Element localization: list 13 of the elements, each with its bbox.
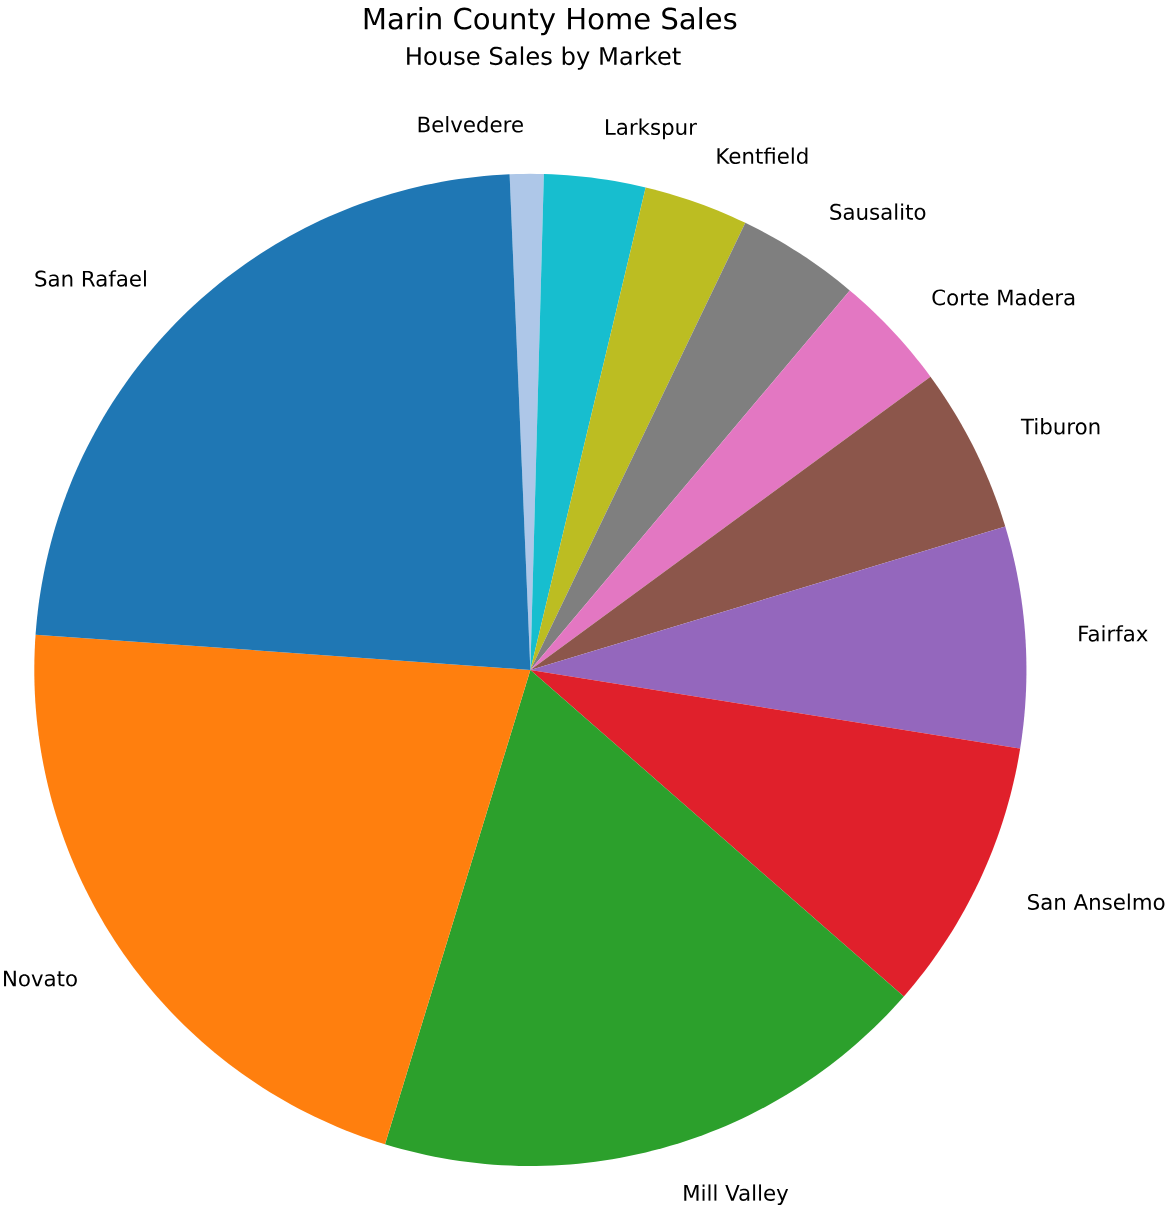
slice-label: San Rafael <box>35 270 147 287</box>
slice-label: Novato <box>4 970 78 987</box>
slice-label: Larkspur <box>606 118 698 140</box>
slice-label: Mill Valley <box>684 1184 789 1206</box>
slice-label: San Anselmo <box>1028 893 1165 911</box>
chart-subtitle: House Sales by Market <box>407 46 681 70</box>
slice-label: Fairfax <box>1079 625 1148 642</box>
chart-title: Marin County Home Sales <box>364 7 737 36</box>
slice-label: Kentfield <box>717 147 808 164</box>
slice-label: Sausalito <box>830 203 926 220</box>
slice-label: Belvedere <box>418 116 524 133</box>
slice-label: Tiburon <box>1021 418 1100 435</box>
slice-label: Corte Madera <box>932 288 1075 306</box>
